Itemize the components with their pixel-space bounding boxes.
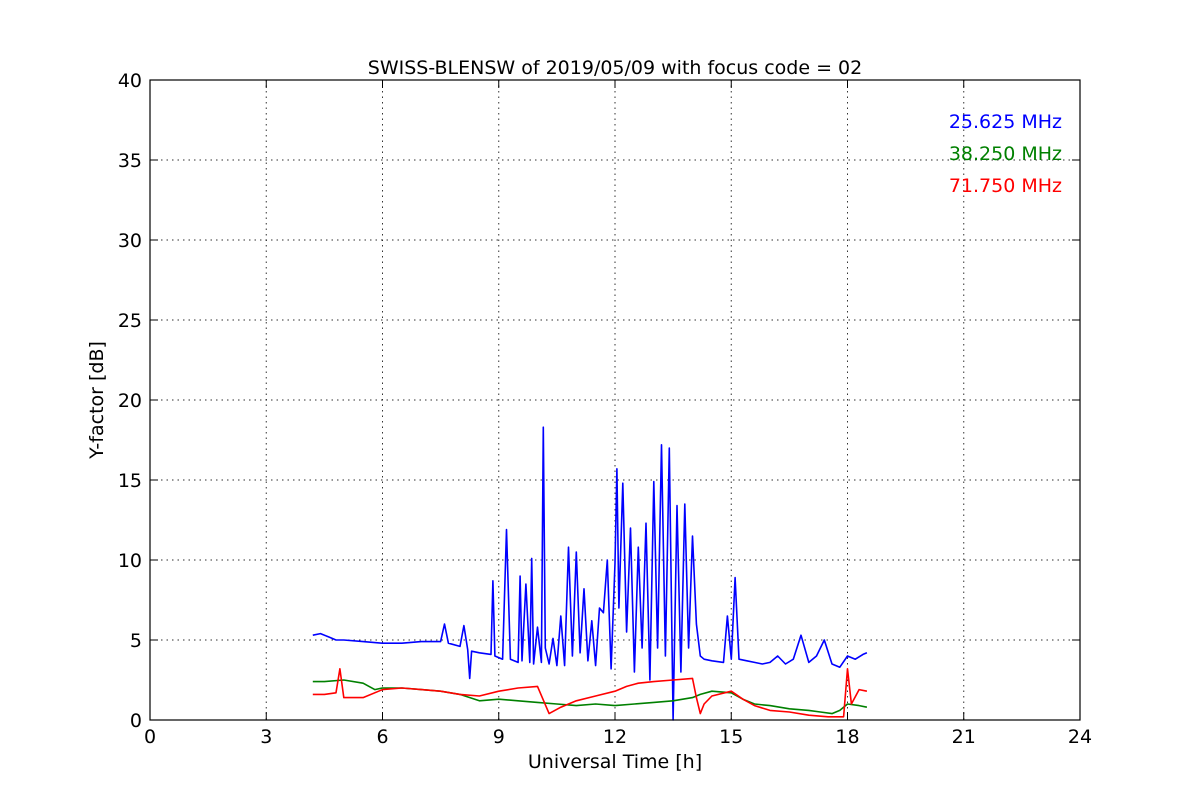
legend-entry: 71.750 MHz [949, 175, 1062, 197]
series-line-0 [312, 426, 868, 721]
legend: 25.625 MHz 38.250 MHz 71.750 MHz [949, 111, 1062, 197]
x-tick-label: 6 [376, 726, 388, 748]
y-tick-label: 40 [118, 70, 142, 92]
chart-title: SWISS-BLENSW of 2019/05/09 with focus co… [368, 57, 862, 79]
y-axis-title: Y-factor [dB] [86, 341, 108, 460]
x-tick-label: 0 [144, 726, 156, 748]
x-tick-label: 18 [835, 726, 859, 748]
x-tick-label: 21 [952, 726, 976, 748]
y-tick-label: 5 [130, 630, 142, 652]
y-tick-label: 10 [118, 550, 142, 572]
legend-entry: 38.250 MHz [949, 143, 1062, 165]
y-tick-label: 30 [118, 230, 142, 252]
x-tick-label: 9 [493, 726, 505, 748]
y-tick-label: 20 [118, 390, 142, 412]
plot-series [312, 426, 868, 721]
y-tick-label: 0 [130, 710, 142, 732]
x-axis-title: Universal Time [h] [528, 751, 702, 773]
y-tick-label: 35 [118, 150, 142, 172]
x-tick-label: 3 [260, 726, 272, 748]
x-tick-label: 15 [719, 726, 743, 748]
legend-entry: 25.625 MHz [949, 111, 1062, 133]
x-tick-label: 12 [603, 726, 627, 748]
x-tick-label: 24 [1068, 726, 1092, 748]
y-tick-label: 25 [118, 310, 142, 332]
series-line-2 [312, 667, 868, 718]
axis-ticks: 0 3 6 9 12 15 18 21 24 0 5 10 15 20 25 30 35 40 [118, 70, 1092, 748]
y-tick-label: 15 [118, 470, 142, 492]
